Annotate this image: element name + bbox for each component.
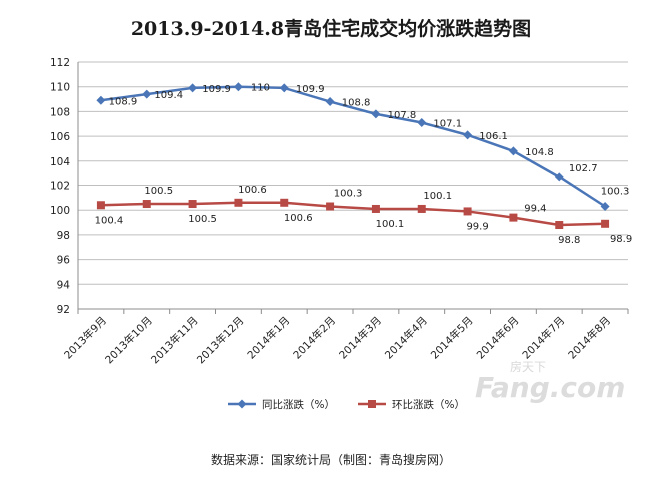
mom-data-label: 100.5 (144, 186, 173, 197)
yoy-data-label: 107.1 (433, 119, 462, 130)
yoy-data-point (279, 83, 289, 93)
mom-data-point (601, 219, 610, 228)
yoy-data-label: 106.1 (479, 131, 508, 142)
x-tick-label: 2013年11月 (148, 314, 200, 366)
yoy-data-label: 110 (251, 83, 270, 94)
yoy-data-point (508, 146, 518, 156)
y-tick-label: 110 (50, 82, 70, 94)
x-tick-label: 2014年2月 (291, 314, 339, 362)
mom-data-label: 100.5 (188, 214, 217, 225)
mom-data-point (96, 201, 105, 210)
yoy-data-label: 108.9 (109, 96, 138, 107)
x-tick-label: 2014年3月 (336, 314, 384, 362)
yoy-data-point (371, 109, 381, 119)
y-tick-label: 100 (50, 205, 70, 217)
x-tick-label: 2014年4月 (382, 314, 430, 362)
mom-data-point (371, 204, 380, 213)
mom-data-point (555, 221, 564, 230)
y-tick-label: 106 (50, 131, 70, 143)
chart-title: 2013.9-2014.8青岛住宅成交均价涨跌趋势图 (130, 18, 532, 40)
yoy-series-line (100, 85, 606, 208)
mom-data-point (280, 198, 289, 207)
mom-data-label: 98.9 (610, 234, 632, 245)
yoy-data-label: 109.4 (154, 90, 183, 101)
mom-data-point (188, 200, 197, 209)
mom-data-point (417, 204, 426, 213)
y-tick-label: 98 (57, 230, 70, 242)
mom-data-point (463, 207, 472, 216)
y-tick-label: 104 (50, 156, 70, 168)
y-tick-label: 96 (57, 255, 71, 267)
legend-entry: 同比涨跌（%） (262, 398, 335, 411)
x-tick-label: 2014年5月 (428, 314, 476, 362)
yoy-data-point (417, 118, 427, 128)
watermark-bottom-text: Fang.com (475, 371, 625, 404)
fang-com-watermark: 房天下 Fang.com (475, 359, 625, 404)
mom-data-point (326, 202, 335, 211)
y-tick-label: 92 (57, 304, 70, 316)
yoy-data-point (600, 201, 610, 211)
mom-data-label: 100.4 (95, 215, 124, 226)
y-tick-label: 108 (50, 106, 70, 118)
yoy-data-point (325, 97, 335, 107)
x-tick-label: 2013年10月 (102, 314, 154, 366)
yoy-data-label: 109.9 (296, 84, 325, 95)
mom-data-label: 99.4 (524, 204, 546, 215)
yoy-data-label: 102.7 (569, 163, 598, 174)
y-tick-label: 94 (57, 279, 71, 291)
legend-diamond-marker (237, 399, 247, 409)
mom-data-label: 100.6 (238, 185, 267, 196)
mom-data-label: 99.9 (466, 221, 488, 232)
mom-data-label: 100.1 (423, 191, 452, 202)
y-tick-label: 102 (50, 181, 70, 193)
x-tick-label: 2013年12月 (194, 314, 246, 366)
mom-data-point (142, 200, 151, 209)
watermark-top-text: 房天下 (510, 359, 546, 374)
yoy-data-point (96, 95, 106, 105)
source-note: 数据来源：国家统计局（制图：青岛搜房网） (210, 453, 451, 467)
mom-series-line (100, 201, 606, 227)
yoy-data-label: 109.9 (202, 84, 231, 95)
yoy-data-point (233, 82, 243, 92)
mom-data-point (509, 213, 518, 222)
mom-data-label: 98.8 (558, 235, 580, 246)
yoy-data-point (554, 172, 564, 182)
legend-entry: 环比涨跌（%） (392, 398, 465, 411)
mom-data-label: 100.6 (284, 213, 313, 224)
legend-square-marker (368, 400, 376, 408)
mom-data-point (234, 198, 243, 207)
yoy-data-label: 108.8 (342, 98, 371, 109)
yoy-data-label: 107.8 (388, 110, 417, 121)
x-tick-label: 2013年9月 (61, 314, 109, 362)
mom-data-label: 100.3 (334, 188, 363, 199)
yoy-data-point (463, 130, 473, 140)
x-tick-label: 2014年1月 (245, 314, 293, 362)
yoy-data-label: 100.3 (601, 186, 630, 197)
yoy-data-label: 104.8 (525, 147, 554, 158)
yoy-data-point (142, 89, 152, 99)
mom-data-label: 100.1 (376, 219, 405, 230)
yoy-data-point (188, 83, 198, 93)
y-tick-label: 112 (50, 57, 70, 69)
